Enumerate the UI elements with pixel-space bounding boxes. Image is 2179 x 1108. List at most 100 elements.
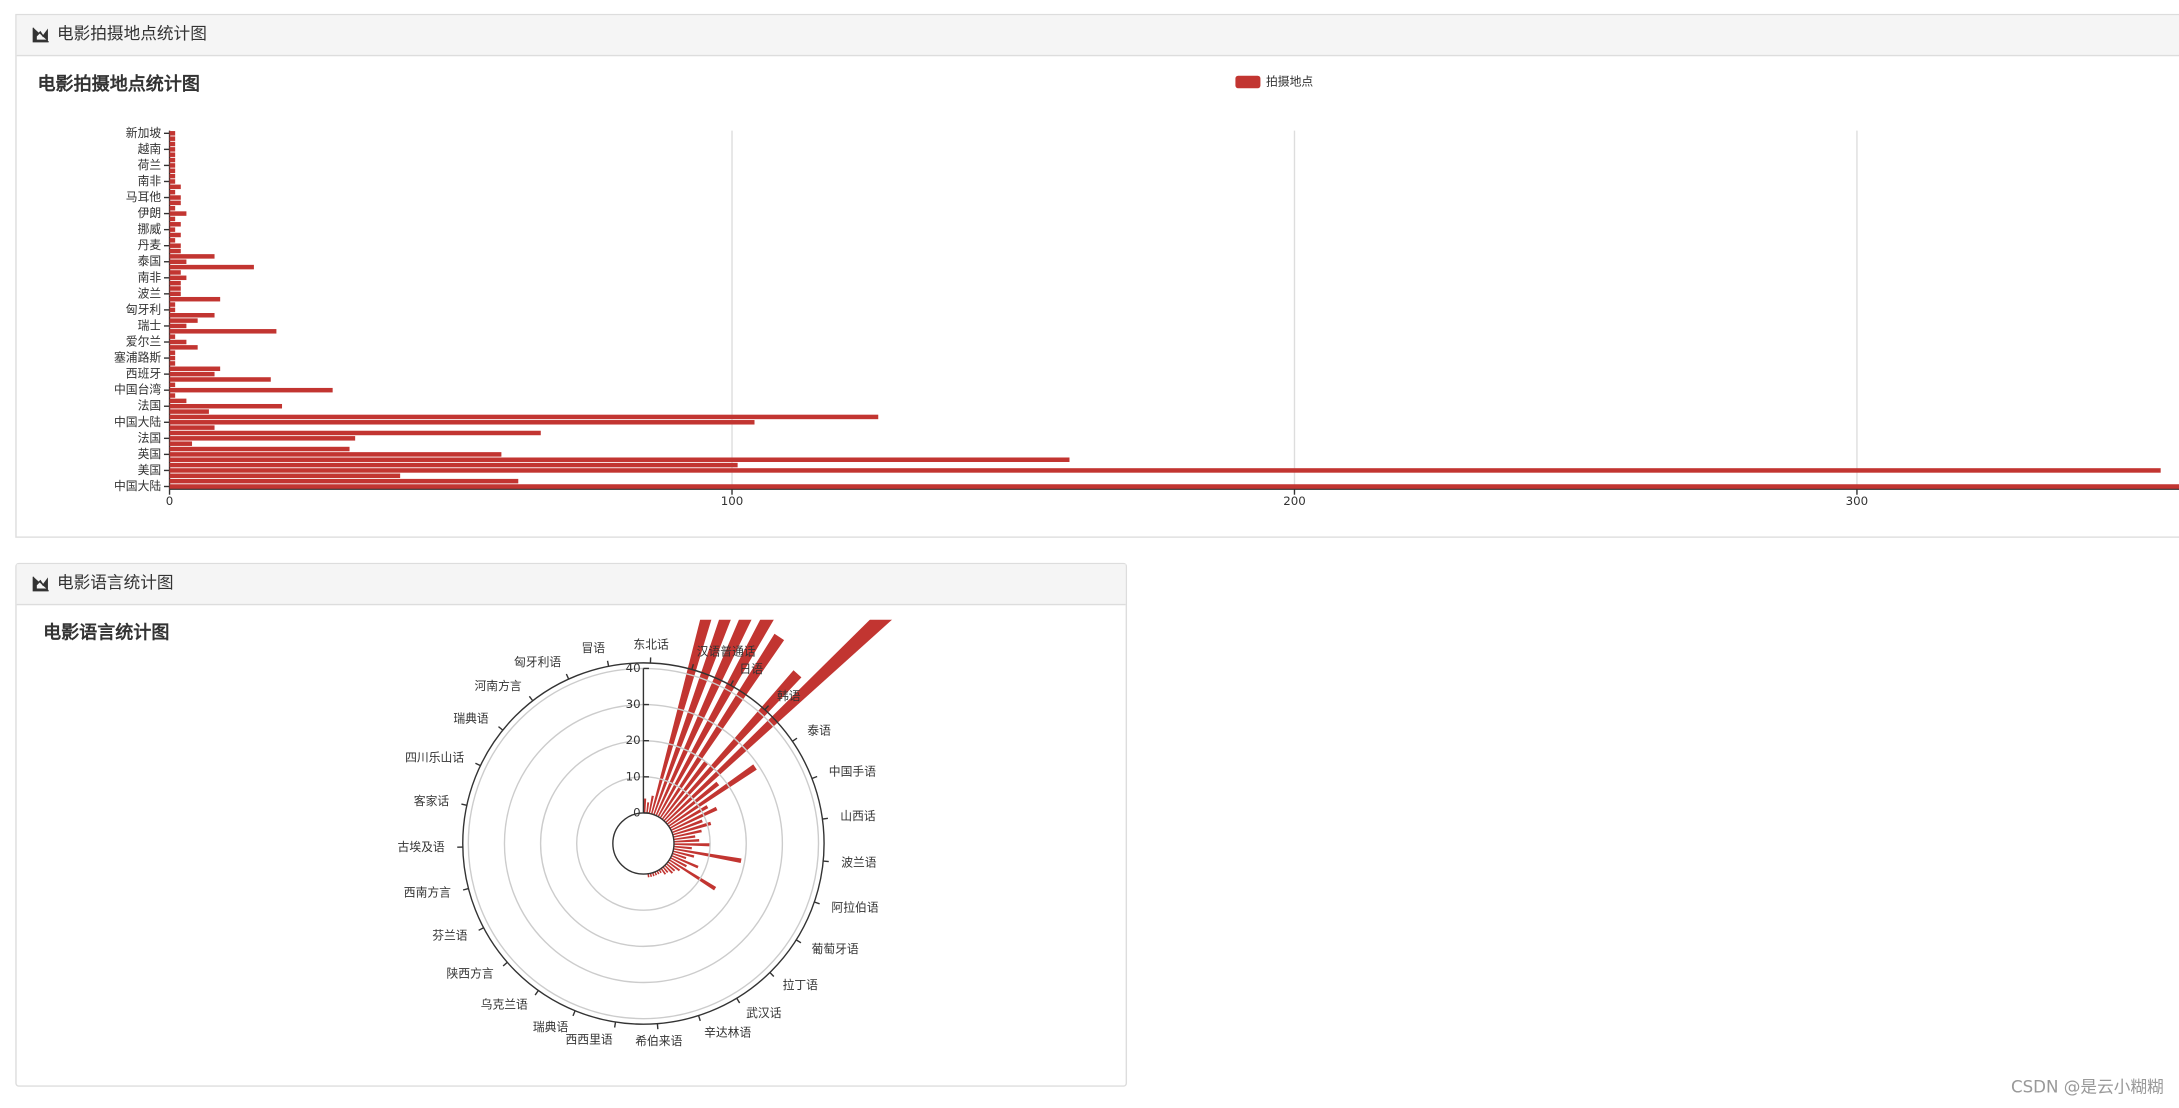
angle-label: 客家话 bbox=[414, 794, 450, 808]
polar-bar bbox=[668, 859, 717, 891]
angle-tick bbox=[795, 939, 802, 944]
bar bbox=[169, 205, 176, 211]
bar bbox=[169, 157, 176, 163]
angle-label: 泰语 bbox=[807, 724, 831, 738]
y-tick-label: 法国 bbox=[138, 399, 162, 413]
angle-tick bbox=[475, 762, 481, 767]
bar bbox=[169, 398, 187, 404]
angle-tick bbox=[823, 860, 829, 863]
y-tick-label: 南非 bbox=[138, 270, 162, 284]
angle-label: 瑞典语 bbox=[453, 711, 489, 725]
y-tick-label: 美国 bbox=[138, 463, 162, 477]
bar bbox=[169, 371, 215, 377]
bar bbox=[169, 393, 176, 398]
bar bbox=[169, 168, 176, 174]
angle-tick bbox=[811, 775, 818, 780]
y-tick-label: 英国 bbox=[138, 447, 162, 461]
y-tick-label: 爱尔兰 bbox=[126, 335, 162, 349]
bar bbox=[169, 425, 215, 430]
y-tick-label: 中国大陆 bbox=[114, 415, 161, 429]
panel-header bbox=[16, 564, 1126, 605]
bar bbox=[169, 296, 221, 302]
x-tick-label: 200 bbox=[1283, 494, 1306, 508]
panel-header bbox=[16, 15, 2179, 56]
bar bbox=[169, 222, 181, 227]
bar bbox=[169, 457, 1070, 462]
legend-label: 拍摄地点 bbox=[1266, 74, 1313, 88]
polar-bar bbox=[659, 633, 785, 819]
y-tick-label: 新加坡 bbox=[126, 126, 162, 140]
angle-label: 阿拉伯语 bbox=[831, 900, 878, 914]
chart-title: 电影语言统计图 bbox=[43, 622, 169, 644]
angle-axis bbox=[462, 662, 825, 1025]
bar bbox=[169, 195, 181, 200]
angle-tick bbox=[478, 927, 484, 931]
bar bbox=[169, 361, 176, 366]
angle-label: 中国手语 bbox=[829, 764, 876, 778]
bar bbox=[169, 211, 187, 216]
angle-label: 河南方言 bbox=[474, 679, 521, 693]
y-tick-label: 南非 bbox=[138, 174, 162, 188]
bar bbox=[169, 232, 181, 238]
bar bbox=[169, 414, 879, 420]
panel bbox=[15, 13, 2179, 538]
angle-label: 葡萄牙语 bbox=[812, 942, 859, 956]
x-tick-label: 300 bbox=[1846, 494, 1869, 508]
angle-label: 山西话 bbox=[840, 809, 876, 823]
bar bbox=[169, 462, 738, 468]
angle-tick bbox=[565, 673, 570, 680]
y-tick-label: 塞浦路斯 bbox=[114, 351, 161, 365]
angle-tick bbox=[498, 726, 504, 731]
y-tick-label: 荷兰 bbox=[138, 158, 162, 172]
bar bbox=[169, 141, 176, 147]
bar bbox=[169, 350, 176, 355]
angle-tick bbox=[792, 737, 798, 742]
y-tick-label: 西班牙 bbox=[126, 367, 162, 381]
watermark: CSDN @是云小糊糊 bbox=[2011, 1078, 2164, 1097]
polar-bar bbox=[647, 873, 650, 878]
bar bbox=[169, 248, 181, 254]
polar-bar bbox=[672, 852, 687, 860]
bar bbox=[169, 184, 181, 190]
polar-bar bbox=[673, 845, 692, 850]
panel-title: 电影语言统计图 bbox=[57, 573, 174, 592]
y-tick-label: 中国大陆 bbox=[114, 479, 161, 493]
bar bbox=[169, 366, 221, 372]
angle-label: 乌克兰语 bbox=[481, 998, 528, 1012]
y-tick-label: 越南 bbox=[138, 142, 162, 156]
bar bbox=[169, 238, 176, 243]
angle-label: 芬兰语 bbox=[432, 929, 468, 943]
angle-label: 韩语 bbox=[777, 689, 801, 703]
bar bbox=[169, 275, 187, 281]
polar-bar bbox=[660, 867, 667, 875]
bar bbox=[169, 339, 187, 345]
angle-label: 四川乐山话 bbox=[405, 750, 464, 764]
y-tick-label: 波兰 bbox=[138, 286, 162, 300]
y-tick-label: 瑞士 bbox=[138, 318, 162, 332]
bar bbox=[169, 264, 254, 270]
angle-label: 日语 bbox=[739, 662, 763, 676]
polar-bar bbox=[670, 857, 687, 868]
angle-tick bbox=[697, 1015, 701, 1022]
angle-tick bbox=[613, 1021, 617, 1028]
bar bbox=[169, 430, 541, 436]
polar-bar bbox=[664, 864, 674, 874]
bar bbox=[169, 387, 333, 393]
y-tick-label: 伊朗 bbox=[138, 206, 162, 220]
r-tick-label: 10 bbox=[626, 769, 641, 783]
bar bbox=[169, 227, 176, 232]
bar bbox=[169, 420, 755, 425]
panel-title: 电影拍摄地点统计图 bbox=[57, 24, 207, 43]
bar bbox=[169, 243, 181, 248]
bar bbox=[169, 163, 176, 168]
bar bbox=[169, 147, 176, 152]
bar bbox=[169, 355, 176, 361]
polar-bar bbox=[672, 850, 695, 858]
angle-label: 武汉话 bbox=[746, 1006, 782, 1020]
y-tick-label: 挪威 bbox=[138, 222, 162, 236]
panel bbox=[15, 562, 1128, 1087]
angle-tick bbox=[502, 961, 508, 967]
angle-tick bbox=[822, 817, 829, 820]
y-tick-label: 丹麦 bbox=[138, 238, 162, 252]
